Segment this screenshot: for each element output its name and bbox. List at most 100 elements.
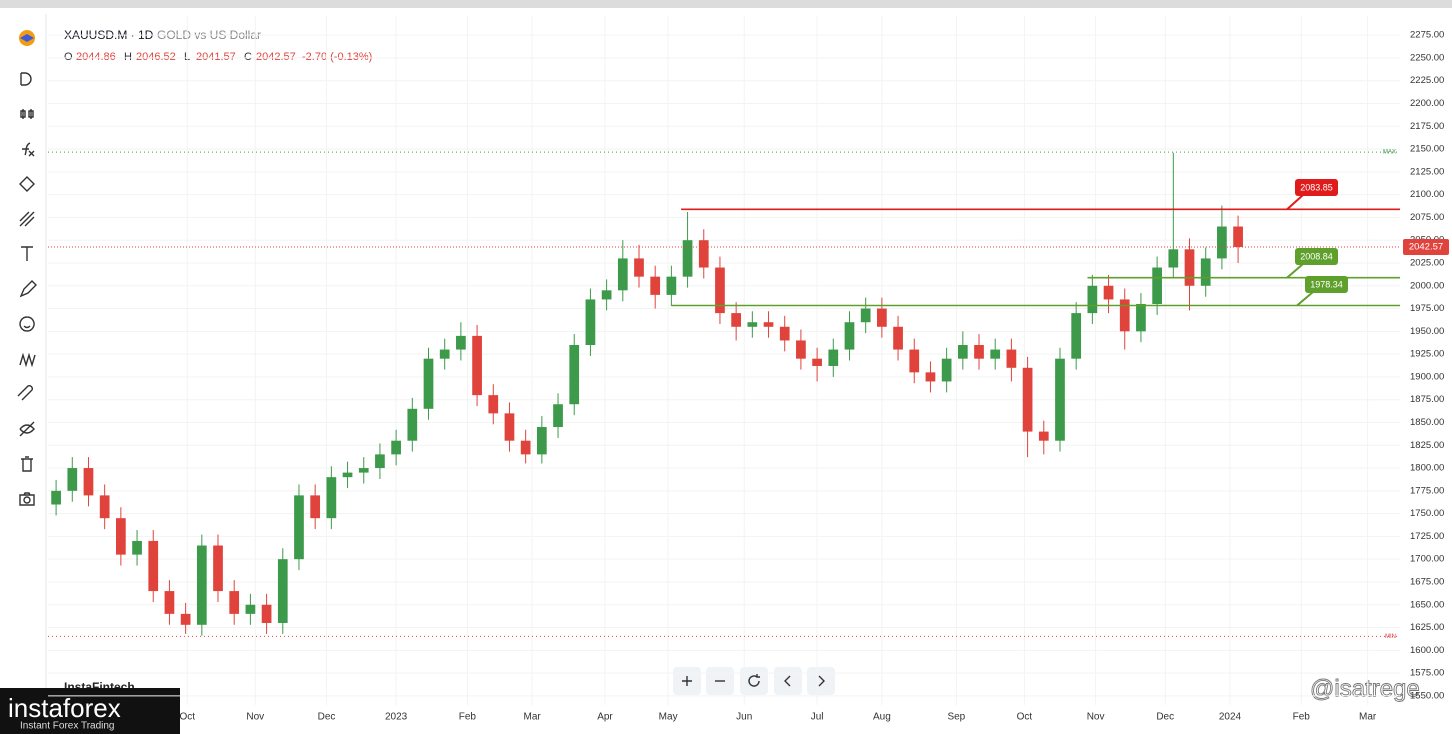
- x-tick-label: Nov: [1087, 712, 1105, 723]
- y-tick-label: 2175.00: [1410, 121, 1444, 132]
- y-tick-label: 1700.00: [1410, 554, 1444, 565]
- x-tick-label: Jun: [736, 712, 752, 723]
- candle-body: [957, 345, 968, 359]
- candle-body: [180, 613, 191, 625]
- x-tick-label: Sep: [947, 712, 965, 723]
- level-tag-pointer: [1286, 194, 1304, 211]
- candle-body: [1233, 226, 1243, 247]
- nav-button[interactable]: [807, 667, 835, 695]
- y-tick-label: 1575.00: [1410, 668, 1444, 679]
- y-tick-label: 1875.00: [1410, 394, 1444, 405]
- nav-button[interactable]: [740, 667, 768, 695]
- candle-body: [1184, 249, 1195, 286]
- tool-icon[interactable]: [19, 492, 35, 506]
- candle-body: [423, 358, 434, 409]
- brand: instaforex: [8, 693, 121, 723]
- candle-body: [536, 427, 547, 455]
- candle-body: [1055, 358, 1065, 441]
- candle-body: [504, 413, 515, 441]
- tool-icon[interactable]: [20, 109, 34, 119]
- tool-icon[interactable]: [19, 352, 36, 368]
- y-tick-label: 2225.00: [1410, 75, 1444, 86]
- candle-body: [796, 340, 806, 359]
- max-line-label: MAX: [1383, 150, 1396, 156]
- candle-body: [569, 345, 580, 405]
- y-tick-label: 2100.00: [1410, 189, 1444, 200]
- y-tick-label: 1625.00: [1410, 622, 1444, 633]
- tool-icon[interactable]: [19, 211, 35, 227]
- change: -2.70 (-0.13%): [302, 51, 372, 63]
- tool-icon[interactable]: [19, 421, 35, 437]
- candle-body: [601, 290, 612, 300]
- candle-body: [634, 258, 644, 277]
- tool-icon[interactable]: [17, 385, 33, 401]
- candle-body: [666, 276, 677, 295]
- candle-body: [472, 335, 482, 396]
- candle-body: [1103, 285, 1114, 300]
- candle-body: [1136, 303, 1146, 332]
- candle-body: [763, 322, 774, 327]
- y-tick-label: 2250.00: [1410, 52, 1444, 63]
- tool-icon[interactable]: [19, 280, 37, 298]
- x-tick-label: Dec: [318, 712, 336, 723]
- min-line-label: MIN: [1385, 634, 1396, 640]
- author: @isatrege: [1310, 675, 1420, 702]
- level-tag-pointer: [1296, 291, 1314, 307]
- candle-body: [1071, 313, 1082, 359]
- y-tick-label: 1600.00: [1410, 645, 1444, 656]
- x-tick-label: Oct: [179, 712, 195, 723]
- tool-icon[interactable]: [22, 142, 35, 157]
- x-tick-label: 2023: [385, 712, 408, 723]
- tool-icon[interactable]: [20, 72, 32, 86]
- y-tick-label: 2200.00: [1410, 98, 1444, 109]
- tool-icon[interactable]: [21, 456, 33, 472]
- candle-body: [1152, 267, 1162, 304]
- candle-body: [294, 495, 304, 560]
- candle-body: [148, 540, 159, 592]
- y-tick-label: 1800.00: [1410, 463, 1444, 474]
- candle-body: [715, 267, 725, 314]
- candle-body: [456, 335, 466, 350]
- y-tick-label: 1925.00: [1410, 349, 1444, 360]
- y-tick-label: 1950.00: [1410, 326, 1444, 337]
- candle-body: [277, 559, 288, 623]
- candle-body: [439, 349, 450, 359]
- candle-body: [407, 408, 418, 441]
- tool-icon[interactable]: [19, 176, 35, 192]
- ohlc-value: 2046.52: [136, 51, 176, 63]
- x-tick-label: Mar: [1359, 712, 1377, 723]
- y-tick-label: 1900.00: [1410, 371, 1444, 382]
- x-tick-label: Feb: [459, 712, 477, 723]
- y-tick-label: 1750.00: [1410, 508, 1444, 519]
- nav-icon: [748, 674, 760, 687]
- candle-body: [617, 258, 628, 291]
- candle-body: [51, 490, 61, 505]
- candle-body: [83, 468, 94, 496]
- x-tick-label: Mar: [524, 712, 542, 723]
- ohlc-label: H: [124, 51, 132, 63]
- candle-body: [893, 326, 903, 350]
- candle-body: [828, 349, 839, 366]
- y-tick-label: 2275.00: [1410, 30, 1444, 41]
- tool-icon[interactable]: [19, 316, 35, 332]
- last-price-label: 2042.57: [1409, 241, 1443, 252]
- nav-button[interactable]: [774, 667, 802, 695]
- y-tick-label: 2075.00: [1410, 212, 1444, 223]
- candle-body: [1087, 285, 1098, 314]
- candle-body: [310, 495, 321, 519]
- y-tick-label: 2125.00: [1410, 166, 1444, 177]
- candle-body: [342, 472, 353, 478]
- y-tick-label: 2025.00: [1410, 257, 1444, 268]
- candle-body: [213, 545, 223, 592]
- candle-body: [731, 313, 742, 327]
- candle-body: [358, 468, 369, 473]
- candle-body: [1168, 249, 1179, 268]
- candle-body: [261, 604, 272, 623]
- candle-body: [326, 477, 337, 519]
- candle-body: [1200, 258, 1211, 286]
- candle-body: [747, 322, 758, 327]
- candle-body: [1217, 226, 1227, 259]
- tool-icon[interactable]: [21, 246, 33, 261]
